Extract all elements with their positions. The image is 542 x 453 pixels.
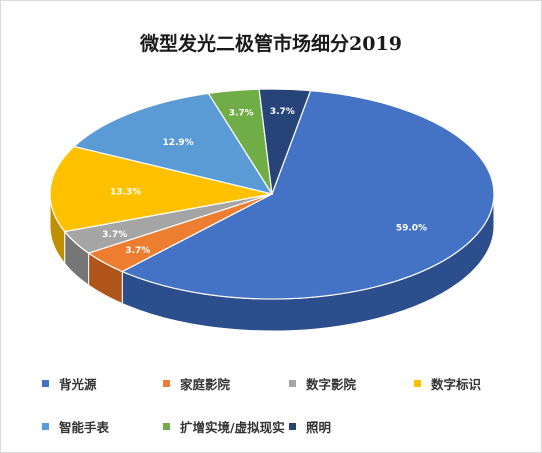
chart-title: 微型发光二极管市场细分2019 (140, 33, 402, 55)
data-label-5: 3.7% (229, 108, 254, 118)
data-label-4: 12.9% (162, 138, 193, 148)
data-label-3: 13.3% (110, 187, 141, 197)
pie-slice-3[interactable] (49, 145, 273, 233)
data-label-6: 3.7% (270, 107, 295, 117)
data-label-1: 3.7% (125, 246, 150, 256)
data-label-2: 3.7% (102, 230, 127, 240)
pie-slice-4[interactable] (72, 92, 274, 195)
pie-slice-6[interactable] (258, 88, 312, 195)
data-label-0: 59.0% (396, 223, 427, 233)
pie-slice-0[interactable] (120, 89, 495, 300)
